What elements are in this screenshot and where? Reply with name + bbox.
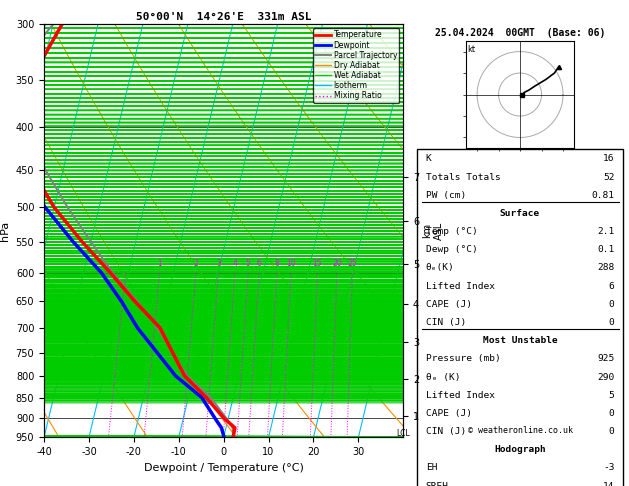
Text: 2: 2	[194, 259, 198, 268]
Text: CAPE (J): CAPE (J)	[426, 300, 472, 309]
Text: 20: 20	[332, 259, 342, 268]
Y-axis label: km
ASL: km ASL	[422, 222, 443, 240]
Text: 0: 0	[609, 300, 615, 309]
Text: 0.1: 0.1	[598, 245, 615, 254]
Legend: Temperature, Dewpoint, Parcel Trajectory, Dry Adiabat, Wet Adiabat, Isotherm, Mi: Temperature, Dewpoint, Parcel Trajectory…	[313, 28, 399, 103]
Text: 15: 15	[313, 259, 322, 268]
Text: 6: 6	[257, 259, 262, 268]
Text: CIN (J): CIN (J)	[426, 427, 466, 436]
Text: CIN (J): CIN (J)	[426, 318, 466, 327]
Text: 288: 288	[598, 263, 615, 273]
Text: K: K	[426, 155, 431, 163]
Text: 5: 5	[609, 391, 615, 399]
Text: CAPE (J): CAPE (J)	[426, 409, 472, 418]
Text: 4: 4	[233, 259, 237, 268]
Text: 52: 52	[603, 173, 615, 182]
Text: 5: 5	[246, 259, 250, 268]
Y-axis label: hPa: hPa	[0, 221, 10, 241]
Text: EH: EH	[426, 464, 437, 472]
Text: 3: 3	[216, 259, 221, 268]
Text: 6: 6	[609, 282, 615, 291]
Text: 14: 14	[603, 482, 615, 486]
Text: Lifted Index: Lifted Index	[426, 282, 494, 291]
Text: 0: 0	[609, 318, 615, 327]
Text: Lifted Index: Lifted Index	[426, 391, 494, 399]
Text: Pressure (mb): Pressure (mb)	[426, 354, 501, 364]
Text: Surface: Surface	[500, 209, 540, 218]
Text: Hodograph: Hodograph	[494, 445, 546, 454]
Text: SREH: SREH	[426, 482, 448, 486]
Text: θₑ (K): θₑ (K)	[426, 373, 460, 382]
Text: θₑ(K): θₑ(K)	[426, 263, 454, 273]
Text: 1: 1	[157, 259, 162, 268]
Text: Most Unstable: Most Unstable	[482, 336, 557, 345]
Text: 925: 925	[598, 354, 615, 364]
Title: 50°00'N  14°26'E  331m ASL: 50°00'N 14°26'E 331m ASL	[136, 12, 311, 22]
Text: 10: 10	[286, 259, 296, 268]
Text: 0: 0	[609, 427, 615, 436]
Text: Dewp (°C): Dewp (°C)	[426, 245, 477, 254]
Text: 2.1: 2.1	[598, 227, 615, 236]
Text: -3: -3	[603, 464, 615, 472]
Text: PW (cm): PW (cm)	[426, 191, 466, 200]
X-axis label: Dewpoint / Temperature (°C): Dewpoint / Temperature (°C)	[144, 463, 304, 473]
Text: LCL: LCL	[396, 429, 410, 438]
Text: 25.04.2024  00GMT  (Base: 06): 25.04.2024 00GMT (Base: 06)	[435, 29, 605, 38]
Text: 16: 16	[603, 155, 615, 163]
Text: 0.81: 0.81	[591, 191, 615, 200]
Text: Temp (°C): Temp (°C)	[426, 227, 477, 236]
Text: 25: 25	[347, 259, 357, 268]
Text: © weatheronline.co.uk: © weatheronline.co.uk	[467, 426, 572, 435]
Text: Totals Totals: Totals Totals	[426, 173, 501, 182]
Text: 290: 290	[598, 373, 615, 382]
Text: 8: 8	[274, 259, 279, 268]
Text: 0: 0	[609, 409, 615, 418]
